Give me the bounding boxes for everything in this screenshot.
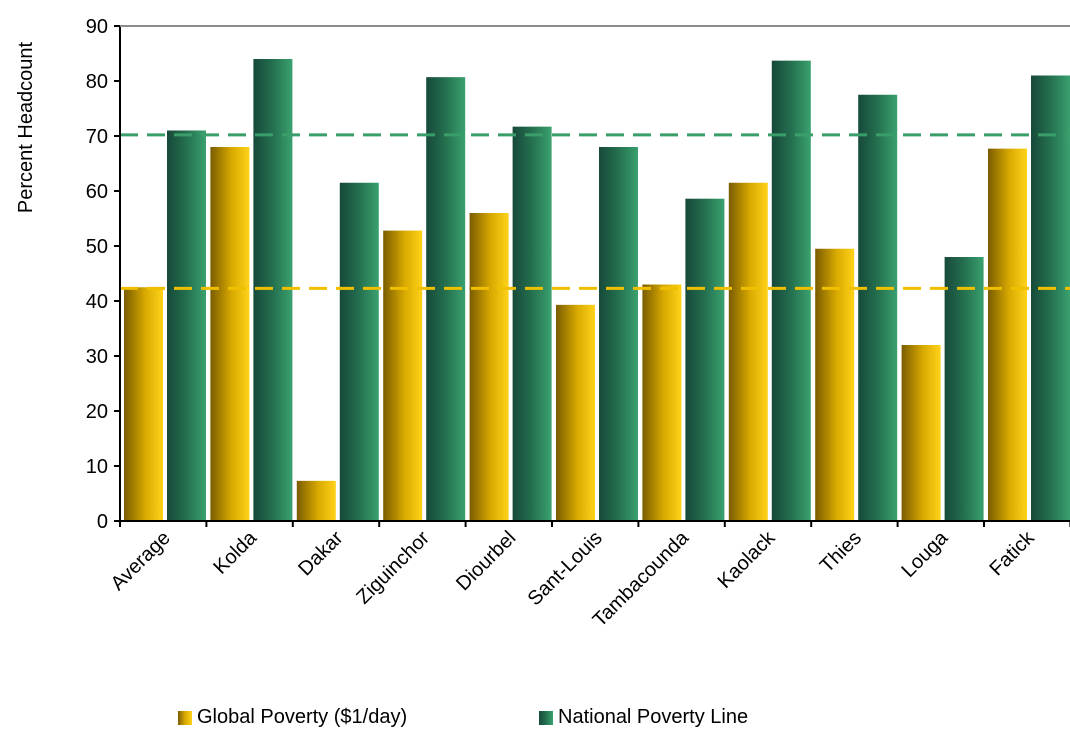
bar-global-kaolack — [728, 182, 768, 521]
bar-national-diourbel — [512, 126, 552, 522]
legend-item-national-poverty: National Poverty Line — [539, 706, 748, 729]
y-tick-label: 20 — [86, 401, 108, 423]
y-axis-title: Percent Headcount — [15, 41, 37, 213]
legend-label-national-poverty: National Poverty Line — [558, 706, 749, 728]
bar-chart: Percent Headcount 0 10 20 30 40 50 60 70 80 90 Av… — [15, 16, 1070, 631]
bar-national-kaolack — [771, 60, 811, 522]
y-tick-label: 60 — [86, 181, 108, 203]
x-tick-label: Dakar — [294, 527, 348, 581]
x-tick-label: Sant-Louis — [524, 527, 607, 610]
bar-national-tambacounda — [685, 198, 725, 521]
x-tick-label: Kolda — [209, 526, 261, 578]
bar-national-kolda — [253, 59, 293, 521]
bar-global-dakar — [296, 480, 336, 521]
y-tick-label: 30 — [86, 346, 108, 368]
legend-label-global-poverty: Global Poverty ($1/day) — [197, 706, 408, 728]
bar-global-ziguinchor — [383, 230, 423, 521]
bar-global-kolda — [210, 147, 250, 521]
bar-global-tambacounda — [642, 284, 682, 521]
chart-legend: Global Poverty ($1/day) National Poverty… — [0, 706, 1070, 730]
bar-global-diourbel — [469, 213, 509, 521]
x-tick-label: Diourbel — [452, 527, 520, 595]
x-tick-label: Louga — [897, 526, 953, 582]
y-tick-label: 70 — [86, 126, 108, 148]
bar-national-fatick — [1031, 75, 1070, 521]
y-tick-label: 90 — [86, 16, 108, 38]
legend-swatch-global-poverty — [178, 710, 192, 725]
bar-national-thies — [858, 94, 898, 521]
bar-global-sant-louis — [556, 304, 595, 521]
x-tick-label: Kaolack — [714, 526, 781, 593]
bar-national-sant-louis — [599, 147, 638, 521]
bar-national-dakar — [339, 182, 379, 521]
legend-swatch-national-poverty — [539, 710, 553, 725]
x-tick-label: Average — [107, 527, 175, 595]
x-tick-label: Fatick — [985, 526, 1039, 580]
bar-national-average — [167, 130, 206, 521]
y-tick-label: 50 — [86, 236, 108, 258]
legend-item-global-poverty: Global Poverty ($1/day) — [178, 706, 407, 729]
y-tick-label: 0 — [97, 511, 108, 533]
bar-global-thies — [815, 248, 855, 521]
bar-national-louga — [944, 257, 984, 521]
y-tick-label: 40 — [86, 291, 108, 313]
bar-global-louga — [901, 345, 941, 521]
bar-global-fatick — [988, 148, 1027, 521]
bar-global-average — [124, 287, 163, 521]
x-tick-label: Thies — [816, 527, 866, 577]
x-tick-label: Ziguinchor — [352, 527, 434, 609]
y-tick-label: 80 — [86, 71, 108, 93]
y-tick-label: 10 — [86, 456, 108, 478]
bar-national-ziguinchor — [426, 77, 466, 522]
